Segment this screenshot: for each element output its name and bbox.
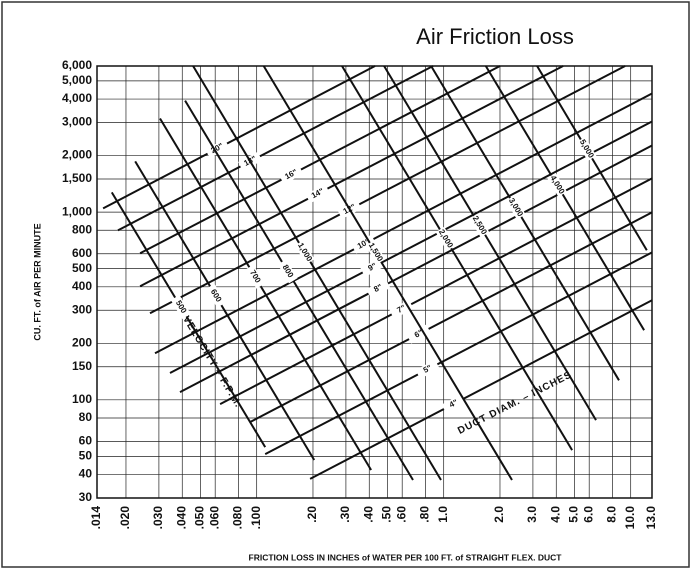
y-tick-label: 60	[79, 434, 93, 448]
y-axis-label: CU. FT. of AIR PER MINUTE	[32, 223, 42, 340]
y-tick-label: 200	[72, 335, 92, 349]
x-tick-label: .20	[305, 506, 319, 523]
series-label-bg	[505, 195, 526, 220]
x-tick-label: .050	[193, 506, 207, 530]
y-tick-label: 400	[72, 279, 92, 293]
y-tick-label: 1,000	[62, 204, 92, 218]
y-tick-label: 100	[72, 392, 92, 406]
x-tick-label: 13.0	[644, 506, 658, 530]
x-tick-label: .080	[231, 506, 245, 530]
series-line	[154, 92, 653, 355]
x-tick-label: .40	[361, 506, 375, 523]
x-axis-label: FRICTION LOSS IN INCHES of WATER PER 100…	[249, 552, 563, 562]
y-tick-label: 30	[79, 490, 93, 504]
series-label-bg	[277, 259, 298, 284]
y-tick-label: 2,000	[62, 148, 92, 162]
x-tick-label: 8.0	[605, 506, 619, 523]
series-label-bg	[305, 184, 330, 204]
series-line	[383, 65, 597, 421]
series-label-bg	[365, 240, 386, 265]
y-tick-label: 150	[72, 359, 92, 373]
x-tick-label: 2.0	[492, 506, 506, 523]
series-label-bg	[576, 136, 597, 161]
y-tick-label: 600	[72, 246, 92, 260]
x-tick-label: .100	[249, 506, 263, 530]
series-line	[219, 177, 653, 405]
y-tick-label: 800	[72, 222, 92, 236]
y-tick-label: 1,500	[62, 171, 92, 185]
series-line	[249, 211, 653, 423]
y-tick-label: 3,000	[62, 115, 92, 129]
x-tick-label: .020	[118, 506, 132, 530]
x-tick-label: .80	[418, 506, 432, 523]
series-label-bg	[294, 240, 315, 265]
x-tick-label: 6.0	[581, 506, 595, 523]
series-line	[309, 299, 653, 480]
series-line	[184, 100, 414, 481]
series-label-bg	[205, 139, 230, 159]
series-label-bg	[205, 283, 226, 308]
x-tick-label: .60	[394, 506, 408, 523]
series-label: 9"	[367, 261, 379, 273]
series-label-bg	[415, 359, 440, 379]
series-label-bg	[351, 234, 376, 254]
series-label: 6"	[413, 328, 425, 340]
x-tick-label: 5.0	[567, 506, 581, 523]
series-label-bg	[366, 278, 391, 299]
y-tick-label: 80	[79, 410, 93, 424]
series-line	[149, 65, 626, 315]
series-line	[264, 251, 653, 455]
series-label: 7"	[396, 303, 408, 315]
x-tick-label: .040	[174, 506, 188, 530]
x-tick-label: 10.0	[623, 506, 637, 530]
y-tick-label: 5,000	[62, 73, 92, 87]
x-tick-label: 3.0	[525, 506, 539, 523]
series-line	[134, 160, 316, 461]
y-tick-label: 50	[79, 449, 93, 463]
series-line	[159, 117, 372, 471]
series-line	[484, 65, 645, 331]
series-line	[262, 65, 513, 481]
series-label-bg	[245, 264, 265, 289]
y-tick-label: 300	[72, 302, 92, 316]
series-label-bg	[435, 226, 456, 251]
x-tick-label: 1.0	[436, 506, 450, 523]
series-label-bg	[469, 213, 490, 238]
series-line	[169, 120, 653, 374]
series-label-bg	[279, 165, 304, 185]
series-label: 8"	[372, 282, 384, 294]
x-tick-label: 4.0	[548, 506, 562, 523]
series-label-bg	[547, 172, 568, 197]
series-label-bg	[441, 394, 466, 414]
y-tick-label: 6,000	[62, 58, 92, 72]
y-tick-label: 40	[79, 467, 93, 481]
series-label: 5"	[422, 363, 434, 375]
x-tick-label: .060	[207, 506, 221, 530]
x-tick-label: .014	[89, 506, 103, 530]
series-line	[110, 191, 267, 448]
x-tick-label: .30	[338, 506, 352, 523]
y-tick-label: 4,000	[62, 91, 92, 105]
series-line	[430, 65, 620, 381]
x-tick-label: .50	[380, 506, 394, 523]
series-label-bg	[406, 324, 431, 344]
series-line	[341, 65, 573, 451]
series-line	[192, 65, 442, 481]
series-line	[179, 144, 653, 393]
series-label: 4"	[448, 398, 460, 410]
y-tick-label: 500	[72, 261, 92, 275]
series-line	[117, 65, 434, 232]
series-line	[139, 65, 564, 288]
series-label-bg	[170, 295, 191, 320]
x-tick-label: .030	[151, 506, 165, 530]
chart-title: Air Friction Loss	[416, 24, 574, 49]
